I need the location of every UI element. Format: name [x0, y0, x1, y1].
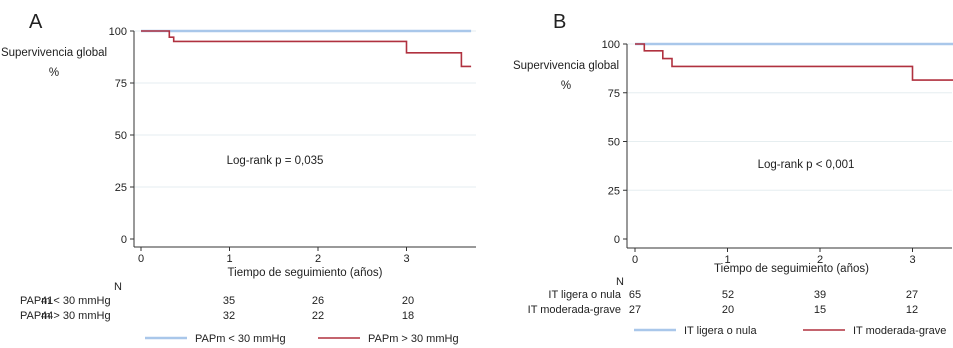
x-tick-label: 0: [632, 254, 638, 266]
risk-table-header: N: [616, 276, 624, 288]
y-tick-label: 75: [608, 88, 620, 100]
y-tick-label: 25: [115, 182, 127, 194]
x-tick-label: 3: [909, 254, 915, 266]
risk-count: 32: [223, 310, 235, 322]
y-tick-label: 50: [608, 137, 620, 149]
log-rank-annotation: Log-rank p = 0,035: [227, 155, 324, 167]
x-tick-label: 3: [403, 253, 409, 265]
risk-count: 44: [41, 310, 53, 322]
log-rank-annotation: Log-rank p < 0,001: [758, 159, 855, 171]
risk-count: 22: [312, 310, 324, 322]
y-tick-label: 100: [602, 39, 620, 51]
panel-label: B: [553, 11, 566, 33]
legend-label: PAPm < 30 mmHg: [195, 333, 286, 345]
y-axis-label: Supervivencia global: [1, 47, 107, 59]
risk-row-label: PAPm > 30 mmHg: [20, 310, 111, 322]
risk-count: 65: [629, 289, 641, 301]
y-tick-label: 0: [614, 234, 620, 246]
legend-label: IT moderada-grave: [853, 325, 946, 337]
risk-count: 18: [402, 310, 414, 322]
risk-count: 15: [814, 304, 826, 316]
risk-table-header: N: [114, 281, 122, 293]
risk-count: 20: [722, 304, 734, 316]
legend-label: PAPm > 30 mmHg: [368, 333, 459, 345]
series-line-high: [635, 43, 953, 81]
risk-count: 20: [402, 295, 414, 307]
risk-count: 27: [906, 289, 918, 301]
risk-count: 41: [41, 295, 53, 307]
x-axis-label: Tiempo de seguimiento (años): [714, 263, 869, 275]
y-axis-unit: %: [49, 67, 59, 79]
y-tick-label: 75: [115, 78, 127, 90]
x-tick-label: 1: [226, 253, 232, 265]
risk-row-label: IT moderada-grave: [528, 304, 621, 316]
chart-panel-a: A Supervivencia global% 0 25 50 75 100 0 1 2 3 Tiem…: [1, 11, 476, 345]
y-tick-label: 25: [608, 185, 620, 197]
x-tick-label: 2: [817, 254, 823, 266]
risk-count: 52: [722, 289, 734, 301]
y-axis-label: Supervivencia global: [513, 60, 619, 72]
risk-count: 35: [223, 295, 235, 307]
x-tick-label: 0: [138, 253, 144, 265]
risk-row-label: PAPm < 30 mmHg: [20, 295, 111, 307]
y-tick-label: 50: [115, 130, 127, 142]
x-axis-label: Tiempo de seguimiento (años): [228, 267, 383, 279]
risk-count: 26: [312, 295, 324, 307]
y-axis-unit: %: [561, 80, 571, 92]
risk-row-label: IT ligera o nula: [548, 289, 621, 301]
series-line-high: [141, 30, 472, 68]
y-tick-label: 0: [121, 234, 127, 246]
risk-count: 27: [629, 304, 641, 316]
y-tick-label: 100: [109, 26, 127, 38]
x-tick-label: 2: [315, 253, 321, 265]
risk-count: 12: [906, 304, 918, 316]
panel-label: A: [29, 11, 43, 33]
legend-label: IT ligera o nula: [684, 325, 757, 337]
x-tick-label: 1: [724, 254, 730, 266]
risk-count: 39: [814, 289, 826, 301]
